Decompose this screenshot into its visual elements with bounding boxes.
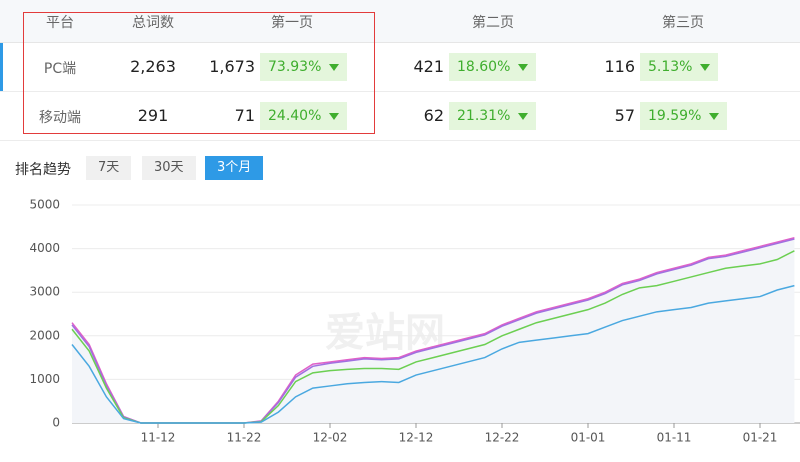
share-badge: 18.60%	[449, 53, 537, 81]
x-tick-label: 01-01	[571, 431, 606, 445]
y-tick-label: 4000	[29, 241, 60, 255]
count: 71	[234, 106, 255, 125]
series-line	[71, 284, 795, 424]
share-badge: 24.40%	[260, 102, 348, 130]
y-tick-label: 0	[52, 416, 60, 430]
x-tick-label: 12-02	[313, 431, 348, 445]
platform: PC端	[43, 61, 77, 77]
x-tick-label: 12-12	[399, 431, 434, 445]
header-bg	[0, 0, 800, 43]
y-tick-label: 3000	[29, 285, 60, 299]
share: 73.93%	[268, 59, 322, 75]
column-header: 第三页	[662, 15, 704, 31]
x-tick-label: 11-22	[227, 431, 262, 445]
x-tick-label: 01-11	[657, 431, 692, 445]
share: 5.13%	[648, 59, 693, 75]
share: 21.31%	[457, 108, 511, 124]
share: 19.59%	[648, 108, 702, 124]
arrow-down	[518, 112, 529, 120]
count: 62	[423, 106, 444, 125]
count: 421	[413, 57, 444, 76]
total: 2,263	[130, 57, 176, 76]
total: 291	[137, 106, 169, 125]
column-header: 第一页	[271, 15, 313, 31]
count: 57	[614, 106, 635, 125]
platform: 移动端	[39, 110, 81, 126]
x-tick-label: 11-12	[141, 431, 176, 445]
column-header: 第二页	[472, 15, 514, 31]
row-divider	[0, 91, 800, 92]
row-indicator	[0, 43, 3, 91]
share: 24.40%	[268, 108, 322, 124]
range-button[interactable]: 30天	[142, 156, 196, 180]
column-header: 总词数	[132, 15, 174, 31]
range-button[interactable]: 3个月	[205, 156, 264, 180]
area	[72, 237, 795, 423]
y-tick-label: 5000	[29, 198, 60, 212]
y-tick-label: 2000	[29, 328, 60, 342]
share-badge: 19.59%	[640, 102, 728, 130]
arrow-down	[709, 112, 720, 120]
column-header: 平台	[46, 15, 74, 31]
y-tick-label: 1000	[29, 372, 60, 386]
share-badge: 21.31%	[449, 102, 537, 130]
x-tick-label: 01-21	[743, 431, 778, 445]
trend-label: 排名趋势	[15, 162, 71, 178]
arrow-down	[518, 63, 529, 71]
arrow-down	[329, 63, 340, 71]
highlight-box	[23, 12, 375, 134]
row-divider	[0, 140, 800, 141]
count: 1,673	[209, 57, 255, 76]
share-badge: 73.93%	[260, 53, 348, 81]
range-button[interactable]: 7天	[86, 156, 132, 180]
share-badge: 5.13%	[640, 53, 719, 81]
share: 18.60%	[457, 59, 511, 75]
x-tick-label: 12-22	[485, 431, 520, 445]
chart: 0 1000 2000 3000 4000 5000 11-12 11-22 12-02 12-1…	[29, 198, 800, 445]
arrow-down	[329, 112, 340, 120]
count: 116	[604, 57, 635, 76]
arrow-down	[700, 63, 711, 71]
